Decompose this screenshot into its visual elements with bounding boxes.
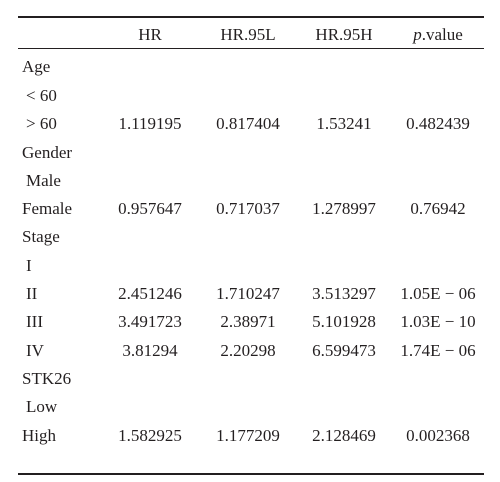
cell-hr-95-low (200, 139, 296, 167)
cell-hr-95-low: 0.817404 (216, 114, 280, 134)
table-row: Low (18, 393, 484, 421)
cell-hr-95-high (296, 48, 392, 82)
cell-hr-95-high (296, 393, 392, 421)
cell-hr (100, 167, 200, 195)
cell-p-value: 0.002368 (406, 425, 470, 445)
header-hr: HR (138, 25, 162, 44)
cell-hr: 0.957647 (118, 199, 182, 219)
cell-p-value (392, 223, 484, 251)
cell-p-value (392, 82, 484, 110)
cell-hr-95-low: 1.177209 (216, 425, 280, 445)
table-row: Stage (18, 223, 484, 251)
cell-p-value (392, 365, 484, 393)
cell-hr-95-low (200, 223, 296, 251)
row-label: Female (22, 199, 73, 219)
table-row: > 60 1.119195 0.817404 1.53241 0.482439 (18, 110, 484, 138)
table-row: Female 0.957647 0.717037 1.278997 0.7694… (18, 195, 484, 223)
cell-hr (100, 365, 200, 393)
table-bottom-rule (18, 473, 484, 475)
header-hr-95-low: HR.95L (220, 25, 276, 44)
header-row: HR HR.95L HR.95H p.value (18, 22, 484, 48)
row-label: IV (26, 340, 44, 360)
cell-hr-95-high: 1.278997 (312, 199, 376, 219)
table-top-rule (18, 16, 484, 18)
table-row: III 3.491723 2.38971 5.101928 1.03E − 10 (18, 308, 484, 336)
cell-hr (100, 252, 200, 280)
cell-p-value (392, 139, 484, 167)
cell-p-value: 0.76942 (410, 199, 466, 219)
cell-hr-95-low: 1.710247 (216, 284, 280, 304)
cell-hr-95-low (200, 167, 296, 195)
cell-hr-95-low: 2.38971 (220, 312, 276, 332)
table-row: Male (18, 167, 484, 195)
cell-hr-95-high: 1.53241 (316, 114, 372, 134)
row-label: < 60 (26, 86, 57, 105)
data-table: HR HR.95L HR.95H p.value Age < 60 (18, 22, 484, 450)
table-row: Age (18, 48, 484, 82)
cell-hr (100, 82, 200, 110)
header-p-value: p.value (392, 22, 484, 48)
cell-p-value: 0.482439 (406, 114, 470, 134)
row-label: High (22, 425, 56, 445)
row-label: Low (26, 397, 58, 417)
cell-hr (100, 48, 200, 82)
table-row: Gender (18, 139, 484, 167)
row-label: > 60 (26, 114, 57, 134)
cell-hr-95-low (200, 252, 296, 280)
cell-hr-95-low: 0.717037 (216, 199, 280, 219)
table-row: STK26 (18, 365, 484, 393)
cell-hr-95-high: 5.101928 (312, 312, 376, 332)
cell-p-value (392, 252, 484, 280)
cell-hr (100, 223, 200, 251)
cell-hr-95-high (296, 365, 392, 393)
cell-hr-95-high (296, 82, 392, 110)
row-label: Gender (22, 142, 73, 162)
row-label: Age (22, 57, 51, 76)
cell-hr-95-low (200, 82, 296, 110)
cell-hr: 3.81294 (122, 340, 178, 360)
cell-hr-95-high: 2.128469 (312, 425, 376, 445)
row-label: Male (26, 170, 61, 190)
row-label: Stage (22, 227, 60, 247)
row-label: III (26, 312, 43, 332)
cell-p-value (392, 48, 484, 82)
cell-p-value: 1.74E − 06 (400, 340, 476, 360)
cell-hr-95-low (200, 365, 296, 393)
header-p-italic: p (413, 25, 422, 44)
cell-hr-95-high (296, 167, 392, 195)
cell-p-value: 1.05E − 06 (400, 284, 476, 304)
cell-hr-95-low (200, 48, 296, 82)
cell-hr (100, 393, 200, 421)
row-label: I (26, 255, 32, 275)
header-hr-95-high: HR.95H (315, 25, 373, 44)
cell-hr: 1.119195 (118, 114, 182, 134)
cell-hr-95-low (200, 393, 296, 421)
row-label: II (26, 284, 38, 304)
cell-hr-95-high (296, 223, 392, 251)
cell-hr-95-high: 3.513297 (312, 284, 376, 304)
cell-hr-95-high (296, 139, 392, 167)
cell-hr: 3.491723 (118, 312, 182, 332)
cell-p-value (392, 393, 484, 421)
cell-hr-95-low: 2.20298 (220, 340, 276, 360)
cell-p-value: 1.03E − 10 (400, 312, 476, 332)
header-label-cell (18, 22, 100, 48)
cell-hr (100, 139, 200, 167)
cell-p-value (392, 167, 484, 195)
table-row: II 2.451246 1.710247 3.513297 1.05E − 06 (18, 280, 484, 308)
cell-hr: 1.582925 (118, 425, 182, 445)
table-row: I (18, 252, 484, 280)
row-label: STK26 (22, 368, 72, 388)
header-p-suffix: .value (421, 25, 463, 44)
cell-hr-95-high: 6.599473 (312, 340, 376, 360)
table-row: < 60 (18, 82, 484, 110)
table-row: IV 3.81294 2.20298 6.599473 1.74E − 06 (18, 337, 484, 365)
table-row: High 1.582925 1.177209 2.128469 0.002368 (18, 422, 484, 450)
cell-hr-95-high (296, 252, 392, 280)
table-header-rule (18, 48, 484, 49)
cell-hr: 2.451246 (118, 284, 182, 304)
